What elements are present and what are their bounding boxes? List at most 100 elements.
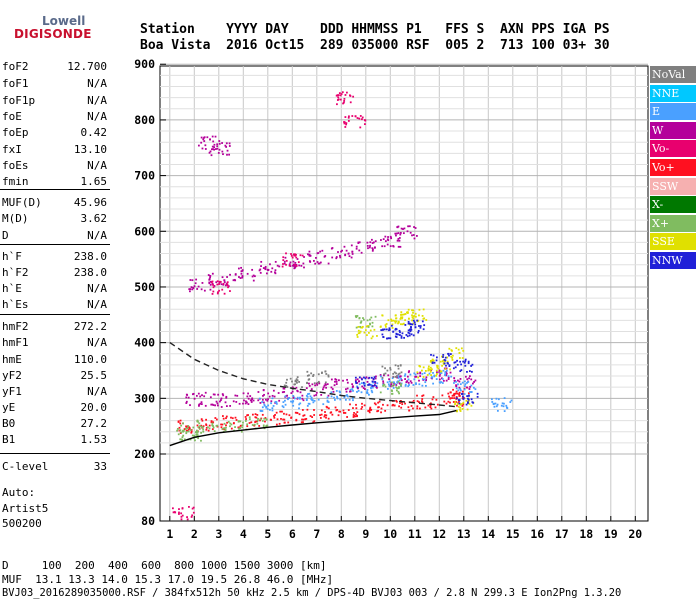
- data-point: [466, 395, 469, 397]
- param-row: foEp 0.42: [2, 126, 107, 142]
- data-point: [320, 409, 323, 412]
- param-value: 1.65: [80, 175, 108, 188]
- data-point: [201, 394, 203, 397]
- data-point: [459, 378, 462, 380]
- data-point: [356, 378, 359, 381]
- data-point: [467, 392, 470, 395]
- data-point: [434, 406, 437, 409]
- data-point: [414, 326, 417, 329]
- data-point: [436, 364, 438, 367]
- data-point: [293, 263, 296, 266]
- data-point: [272, 389, 275, 392]
- data-point: [239, 277, 242, 279]
- param-row: foF1 N/A: [2, 77, 107, 93]
- data-point: [341, 249, 343, 252]
- data-point: [442, 362, 445, 365]
- data-point: [303, 256, 305, 258]
- data-point: [438, 378, 441, 381]
- data-point: [441, 394, 444, 397]
- data-point: [445, 374, 448, 377]
- data-point: [372, 241, 375, 244]
- data-point: [357, 332, 360, 335]
- y-tick-label: 200: [134, 447, 155, 461]
- data-point: [432, 382, 435, 385]
- data-point: [413, 315, 416, 317]
- data-point: [235, 419, 238, 421]
- data-point: [307, 253, 309, 256]
- data-point: [404, 374, 406, 377]
- data-point: [466, 370, 468, 373]
- data-point: [362, 318, 365, 321]
- data-point: [348, 115, 350, 118]
- data-point: [352, 389, 354, 392]
- data-point: [211, 272, 214, 275]
- data-point: [398, 329, 401, 332]
- data-point: [212, 404, 215, 406]
- data-point: [431, 376, 434, 379]
- x-tick-label: 11: [408, 527, 422, 541]
- data-point: [194, 439, 196, 442]
- data-point: [221, 150, 224, 153]
- data-point: [205, 424, 208, 426]
- data-point: [331, 256, 334, 259]
- data-point: [506, 407, 509, 409]
- data-point: [337, 94, 340, 96]
- data-point: [313, 399, 316, 402]
- data-point: [361, 378, 363, 381]
- data-point: [347, 252, 350, 255]
- data-point: [395, 333, 398, 335]
- data-point: [236, 394, 239, 397]
- data-point: [397, 375, 400, 377]
- data-point: [464, 383, 467, 386]
- data-point: [459, 410, 462, 412]
- data-point: [262, 401, 265, 404]
- data-point: [207, 429, 210, 432]
- data-point: [441, 382, 444, 384]
- data-point: [171, 507, 174, 510]
- data-point: [436, 373, 438, 375]
- data-point: [247, 397, 250, 400]
- data-point: [351, 250, 354, 253]
- data-point: [380, 375, 382, 378]
- data-point: [313, 414, 316, 416]
- data-point: [320, 393, 323, 396]
- data-point: [288, 414, 291, 417]
- data-point: [387, 374, 390, 377]
- data-point: [361, 116, 364, 119]
- data-point: [441, 378, 444, 380]
- data-point: [467, 362, 470, 365]
- data-point: [432, 359, 434, 362]
- data-point: [398, 386, 400, 388]
- data-point: [332, 390, 335, 393]
- param-row: B1 1.53: [2, 433, 107, 449]
- data-point: [361, 385, 364, 388]
- data-point: [296, 381, 298, 384]
- data-point: [358, 376, 361, 379]
- data-point: [429, 402, 432, 405]
- data-point: [368, 393, 370, 396]
- data-point: [431, 361, 434, 364]
- data-point: [309, 254, 312, 257]
- data-point: [292, 264, 294, 267]
- data-point: [244, 402, 247, 405]
- data-point: [355, 407, 358, 410]
- data-point: [281, 265, 284, 268]
- data-point: [331, 247, 334, 249]
- data-point: [223, 428, 226, 431]
- data-point: [190, 286, 193, 289]
- data-point: [292, 253, 295, 256]
- data-point: [371, 249, 374, 252]
- data-point: [342, 409, 345, 412]
- data-point: [463, 361, 466, 364]
- data-point: [399, 402, 401, 404]
- param-value: N/A: [87, 298, 107, 311]
- data-point: [444, 374, 446, 377]
- data-point: [223, 279, 226, 282]
- data-point: [400, 311, 403, 314]
- data-point: [435, 359, 438, 362]
- data-point: [275, 411, 278, 414]
- footer-muf: MUF 13.1 13.3 14.0 15.3 17.0 19.5 26.8 4…: [2, 573, 334, 586]
- data-point: [399, 364, 402, 367]
- data-point: [388, 385, 391, 387]
- data-point: [198, 404, 200, 407]
